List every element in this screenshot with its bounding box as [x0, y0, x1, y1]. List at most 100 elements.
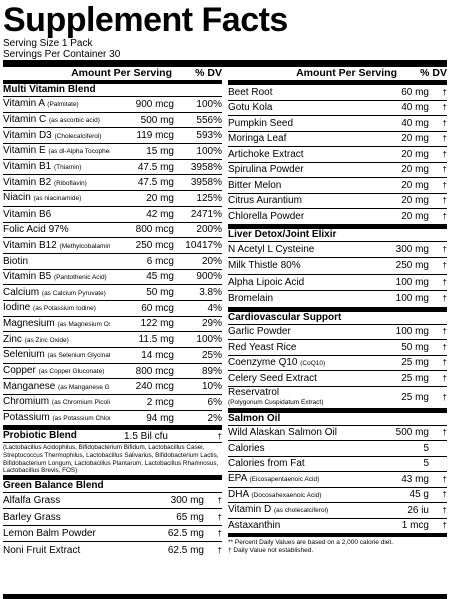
- footnote-dv-basis: ** Percent Daily Values are based on a 2…: [228, 539, 394, 546]
- ingredient-name: Astaxanthin: [228, 520, 281, 532]
- ingredient-dv: †: [442, 149, 447, 159]
- ingredient-name: EPA (Eicosapentaenoic Acid): [228, 473, 320, 485]
- ingredient-dv: †: [442, 342, 447, 352]
- ingredient-dv: 89%: [201, 365, 222, 377]
- ingredient-name: DHA (Docosahexaenoic Acid): [228, 488, 322, 500]
- ingredient-name: Gotu Kola: [228, 102, 273, 114]
- probiotic-blend-title: Probiotic Blend: [3, 430, 77, 442]
- ingredient-name: Coenzyme Q10 (CoQ10): [228, 356, 326, 368]
- amount-header: Amount Per Serving: [71, 67, 172, 79]
- ingredient-row: Iodine (as Potassium Iodine) 60 mcg 4%: [3, 299, 222, 316]
- herbal-rows: Beet Root 60 mg † Gotu Kola 40 mg † Pumpkin Se…: [228, 84, 447, 224]
- ingredient-name: Barley Grass: [3, 511, 61, 523]
- dv-header: % DV: [195, 67, 222, 79]
- ingredient-amount: 500 mg: [395, 427, 429, 439]
- ingredient-dv: †: [442, 392, 447, 402]
- ingredient-dv: 25%: [201, 349, 222, 361]
- ingredient-dv: †: [217, 529, 222, 539]
- ingredient-name: Noni Fruit Extract: [3, 544, 81, 556]
- ingredient-row: Vitamin C (as ascorbic acid) 500 mg 556%: [3, 111, 222, 128]
- ingredient-amount: 6 mcg: [146, 255, 174, 267]
- ingredient-row: Alfalfa Grass 300 mg †: [3, 491, 222, 509]
- ingredient-dv: 900%: [196, 271, 222, 283]
- ingredient-name: Alfalfa Grass: [3, 495, 61, 507]
- ingredient-name: Chlorella Powder: [228, 210, 305, 222]
- ingredient-row: Vitamin E (as dl-Alpha Tocopheryl) 15 mg 1…: [3, 143, 222, 159]
- ingredient-dv: 3958%: [190, 161, 222, 173]
- ingredient-name: Calories from Fat: [228, 458, 305, 470]
- footnote-not-established: † Daily Value not established.: [228, 546, 314, 554]
- ingredient-dv: †: [442, 261, 447, 271]
- servings-per-container: Servings Per Container 30: [3, 49, 121, 60]
- ingredient-dv: †: [442, 327, 447, 337]
- ingredient-name: Selenium (as Selenium Glycinate): [3, 349, 110, 361]
- green-balance-section: Green Balance Blend Alfalfa Grass 300 mg †…: [3, 474, 222, 558]
- ingredient-name: Vitamin B6: [3, 208, 52, 220]
- ingredient-name: Garlic Powder: [228, 326, 291, 338]
- ingredient-amount: 122 mg: [140, 318, 174, 330]
- probiotic-blend-row: Probiotic Blend 1.5 Bil cfu †: [3, 430, 222, 442]
- ingredient-row: Barley Grass 65 mg †: [3, 508, 222, 525]
- ingredient-row: Vitamin B6 42 mg 2471%: [3, 205, 222, 222]
- ingredient-dv: †: [442, 490, 447, 500]
- ingredient-dv: 100%: [196, 334, 222, 346]
- ingredient-amount: 2 mcg: [146, 396, 174, 408]
- liver-detox-section: Liver Detox/Joint Elixir N Acetyl L Cyst…: [228, 223, 447, 307]
- ingredient-amount: 250 mcg: [135, 240, 174, 252]
- ingredient-dv: †: [442, 196, 447, 206]
- ingredient-dv: 100%: [196, 98, 222, 110]
- ingredient-dv: †: [442, 277, 447, 287]
- cardiovascular-rows: Garlic Powder 100 mg † Red Yeast Rice 50 mg †…: [228, 323, 447, 386]
- ingredient-dv: †: [442, 103, 447, 113]
- ingredient-amount: 60 mcg: [141, 302, 174, 314]
- ingredient-row: Chromium (as Chromium Picolinate) 2 mcg 6%: [3, 394, 222, 410]
- ingredient-amount: 20 mg: [401, 148, 429, 160]
- ingredient-dv: 10%: [201, 381, 222, 393]
- ingredient-row: Wild Alaskan Salmon Oil 500 mg †: [228, 424, 447, 441]
- ingredient-dv: 3958%: [190, 177, 222, 189]
- ingredient-row: Biotin 6 mcg 20%: [3, 252, 222, 269]
- ingredient-dv: 200%: [196, 224, 222, 236]
- ingredient-name: Pumpkin Seed: [228, 117, 294, 129]
- ingredient-dv: 125%: [196, 192, 222, 204]
- ingredient-amount: 65 mg: [176, 511, 204, 523]
- ingredient-dv: †: [217, 496, 222, 506]
- ingredient-row: Chlorella Powder 20 mg †: [228, 208, 447, 224]
- label-title: Supplement Facts: [3, 1, 288, 39]
- ingredient-name: Bromelain: [228, 293, 274, 305]
- ingredient-row: Lemon Balm Powder 62.5 mg †: [3, 524, 222, 542]
- ingredient-name: Artichoke Extract: [228, 148, 304, 160]
- serving-size: Serving Size 1 Pack: [3, 38, 93, 49]
- ingredient-dv: †: [442, 358, 447, 368]
- ingredient-name: Vitamin B1 (Thiamin): [3, 161, 82, 173]
- ingredient-name: Iodine (as Potassium Iodine): [3, 302, 96, 314]
- ingredient-row: Vitamin B2 (Riboflavin) 47.5 mg 3958%: [3, 174, 222, 190]
- ingredient-amount: 50 mg: [146, 287, 174, 299]
- ingredient-row: Niacin (as niacinamide) 20 mg 125%: [3, 190, 222, 206]
- ingredient-amount: 800 mcg: [135, 224, 174, 236]
- ingredient-name: Vitamin B2 (Riboflavin): [3, 176, 87, 188]
- ingredient-amount: 40 mg: [401, 117, 429, 129]
- ingredient-name: Milk Thistle 80%: [228, 260, 301, 272]
- ingredient-name: Celery Seed Extract: [228, 372, 317, 384]
- ingredient-row: Bromelain 100 mg †: [228, 290, 447, 307]
- ingredient-name: N Acetyl L Cysteine: [228, 243, 315, 255]
- liver-detox-title: Liver Detox/Joint Elixir: [228, 228, 337, 240]
- ingredient-row: Manganese (as Manganese Gluconate) 240 mc…: [3, 378, 222, 394]
- ingredient-name: Calories: [228, 442, 265, 454]
- ingredient-name: Spirulina Powder: [228, 164, 304, 176]
- ingredient-amount: 43 mg: [401, 473, 429, 485]
- ingredient-amount: 250 mg: [395, 260, 429, 272]
- ingredient-amount: 50 mg: [401, 341, 429, 353]
- ingredient-amount: 5: [423, 442, 429, 454]
- left-column-header: Amount Per Serving % DV: [3, 67, 222, 84]
- ingredient-row: Zinc (as Zinc Oxide) 11.5 mg 100%: [3, 331, 222, 347]
- ingredient-amount: 20 mg: [401, 210, 429, 222]
- ingredient-name: Vitamin B12 (Methylcobalamin): [3, 239, 110, 251]
- probiotic-blend-ingredients: (Lactobacillus Acidophilus, Bifidobacter…: [3, 442, 222, 474]
- ingredient-row: Pumpkin Seed 40 mg †: [228, 115, 447, 131]
- ingredient-row: Copper (as Copper Gluconate) 800 mcg 89%: [3, 362, 222, 379]
- ingredient-name: Wild Alaskan Salmon Oil: [228, 427, 337, 439]
- ingredient-row: Vitamin D (as cholecalciferol) 26 iu †: [228, 502, 447, 518]
- ingredient-dv: †: [442, 87, 447, 97]
